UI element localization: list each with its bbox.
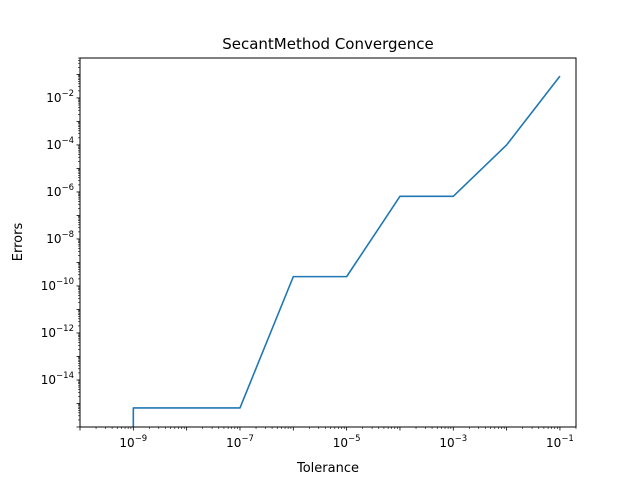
y-tick-exponent: −8: [61, 230, 74, 240]
y-tick-base: 10: [46, 185, 61, 199]
x-tick-label: 10−3: [439, 434, 467, 450]
x-tick-exponent: −3: [455, 434, 468, 444]
y-tick-exponent: −4: [61, 136, 74, 146]
x-tick-exponent: −7: [241, 434, 254, 444]
x-tick-base: 10: [333, 436, 348, 450]
x-axis-label: Tolerance: [296, 461, 359, 476]
x-tick-label: 10−5: [333, 434, 361, 450]
chart-title: SecantMethod Convergence: [222, 35, 434, 53]
y-tick-base: 10: [41, 373, 56, 387]
x-tick-label: 10−9: [119, 434, 147, 450]
y-tick-exponent: −12: [56, 324, 74, 334]
y-tick-base: 10: [46, 91, 61, 105]
y-tick-label: 10−8: [46, 230, 74, 246]
x-tick-base: 10: [439, 436, 454, 450]
y-tick-exponent: −6: [61, 183, 74, 193]
y-tick-exponent: −10: [56, 277, 74, 287]
y-tick-base: 10: [41, 279, 56, 293]
series-layer: [132, 75, 561, 427]
x-tick-base: 10: [119, 436, 134, 450]
y-tick-base: 10: [41, 326, 56, 340]
y-tick-label: 10−12: [41, 324, 74, 340]
x-tick-label: 10−7: [226, 434, 254, 450]
x-tick-base: 10: [546, 436, 561, 450]
y-tick-base: 10: [46, 138, 61, 152]
x-tick-labels: 10−9 10−7 10−5 10−3 10−1: [119, 434, 573, 450]
y-tick-label: 10−6: [46, 183, 74, 199]
series-line: [132, 75, 561, 427]
y-axis-label: Errors: [11, 223, 26, 262]
y-tick-label: 10−4: [46, 136, 74, 152]
y-tick-label: 10−10: [41, 277, 74, 293]
x-tick-label: 10−1: [546, 434, 574, 450]
y-tick-label: 10−14: [41, 371, 74, 387]
major-ticks: [76, 97, 561, 431]
plot-area-frame: [79, 57, 577, 428]
x-tick-exponent: −1: [561, 434, 574, 444]
y-tick-base: 10: [46, 232, 61, 246]
x-tick-exponent: −5: [348, 434, 361, 444]
y-tick-label: 10−2: [46, 89, 74, 105]
x-tick-base: 10: [226, 436, 241, 450]
x-tick-exponent: −9: [135, 434, 148, 444]
y-tick-exponent: −14: [56, 371, 74, 381]
y-tick-exponent: −2: [61, 89, 74, 99]
minor-ticks: [76, 57, 577, 431]
